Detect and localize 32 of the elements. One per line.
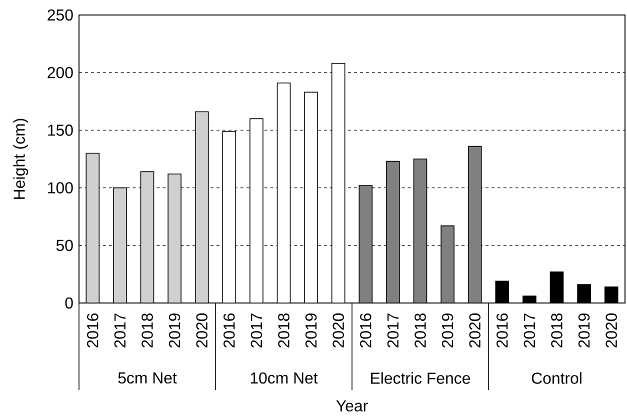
y-tick-label: 150 bbox=[48, 124, 73, 136]
text: Control bbox=[532, 372, 582, 384]
text: 10cm Net bbox=[250, 372, 318, 384]
x-tick-label: 2019 bbox=[578, 314, 590, 348]
x-axis-title: Year bbox=[336, 400, 368, 412]
x-tick-label: 2016 bbox=[360, 313, 372, 348]
x-tick-label: 2019 bbox=[442, 314, 454, 348]
y-tick-label: 100 bbox=[48, 182, 73, 194]
x-tick-label: 2016 bbox=[224, 313, 235, 348]
x-tick-label: 2018 bbox=[414, 313, 426, 348]
x-tick-label: 2020 bbox=[196, 313, 208, 348]
x-tick-label: 2017 bbox=[114, 314, 126, 348]
x-tick-label: 2016 bbox=[496, 313, 508, 348]
x-tick-label: 2018 bbox=[142, 313, 153, 348]
x-tick-label: 2019 bbox=[305, 314, 317, 348]
x-tick-label: 2020 bbox=[332, 313, 344, 348]
y-tick-label: 50 bbox=[56, 240, 73, 252]
x-tick-label: 2018 bbox=[551, 313, 562, 348]
x-tick-label: 2016 bbox=[87, 313, 98, 348]
text: 5cm Net bbox=[118, 372, 177, 384]
y-tick-label: 250 bbox=[48, 9, 73, 21]
x-tick-label: 2018 bbox=[278, 313, 290, 348]
y-tick-label: 200 bbox=[48, 66, 73, 78]
y-axis-title: Height (cm) bbox=[13, 118, 28, 199]
text: Electric Fence bbox=[371, 372, 470, 384]
x-tick-label: 2017 bbox=[387, 314, 399, 348]
y-tick-label: 0 bbox=[65, 297, 73, 309]
x-tick-label: 2020 bbox=[606, 313, 617, 348]
x-tick-label: 2019 bbox=[168, 314, 180, 348]
x-tick-label: 2020 bbox=[469, 313, 480, 348]
x-tick-label: 2017 bbox=[250, 314, 262, 348]
x-tick-label: 2017 bbox=[524, 314, 536, 348]
